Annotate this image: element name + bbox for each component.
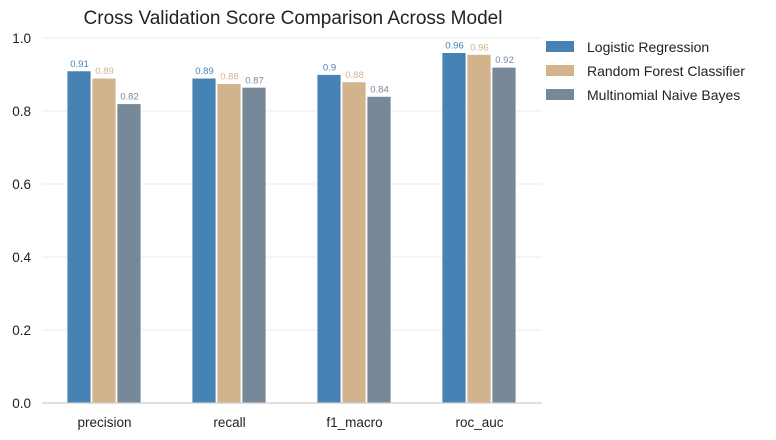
bar-value-label: 0.96 [445,41,464,52]
bar [316,74,342,404]
x-tick-label: recall [213,415,245,430]
value-labels: 0.91 0.89 0.82 0.89 0.88 0.87 0.9 0.88 0.84 0.96 0… [70,41,514,103]
bar-value-label: 0.89 [195,66,214,77]
bar [91,77,117,404]
y-tick-label: 0.2 [12,323,31,338]
legend-swatch [546,65,574,76]
bar [491,66,517,404]
bars [66,52,517,404]
bar-value-label: 0.82 [120,92,139,103]
bar-value-label: 0.92 [495,55,514,66]
bar [366,96,392,404]
legend-swatch [546,41,574,52]
bar [441,52,467,404]
bar-value-label: 0.88 [220,72,239,83]
y-tick-label: 0.0 [12,396,31,411]
bar [66,70,92,404]
legend-label: Logistic Regression [587,39,709,55]
bar [191,77,217,404]
chart-title: Cross Validation Score Comparison Across… [84,8,503,29]
y-tick-label: 1.0 [12,31,31,46]
bar-value-label: 0.84 [370,84,389,95]
legend-label: Random Forest Classifier [587,63,745,79]
legend-label: Multinomial Naive Bayes [587,87,740,103]
y-tick-label: 0.4 [12,250,31,265]
bar [466,54,492,404]
x-tick-label: precision [77,415,131,430]
legend: Logistic Regression Random Forest Classif… [546,39,745,103]
bar-value-label: 0.87 [245,75,264,86]
legend-swatch [546,89,574,100]
bar-value-label: 0.96 [470,42,489,53]
y-tick-label: 0.8 [12,104,31,119]
bar-value-label: 0.91 [70,59,89,70]
bar [216,83,242,404]
x-tick-label: roc_auc [455,415,503,430]
axes: 0.0 0.2 0.4 0.6 0.8 1.0 precision recall f1_macr… [12,31,542,430]
bar [116,103,142,404]
y-tick-label: 0.6 [12,177,31,192]
bar-value-label: 0.9 [323,63,336,74]
x-tick-label: f1_macro [326,415,382,430]
bar [341,81,367,404]
bar-value-label: 0.89 [95,66,114,77]
bar-value-label: 0.88 [345,70,364,81]
bar [241,86,267,404]
